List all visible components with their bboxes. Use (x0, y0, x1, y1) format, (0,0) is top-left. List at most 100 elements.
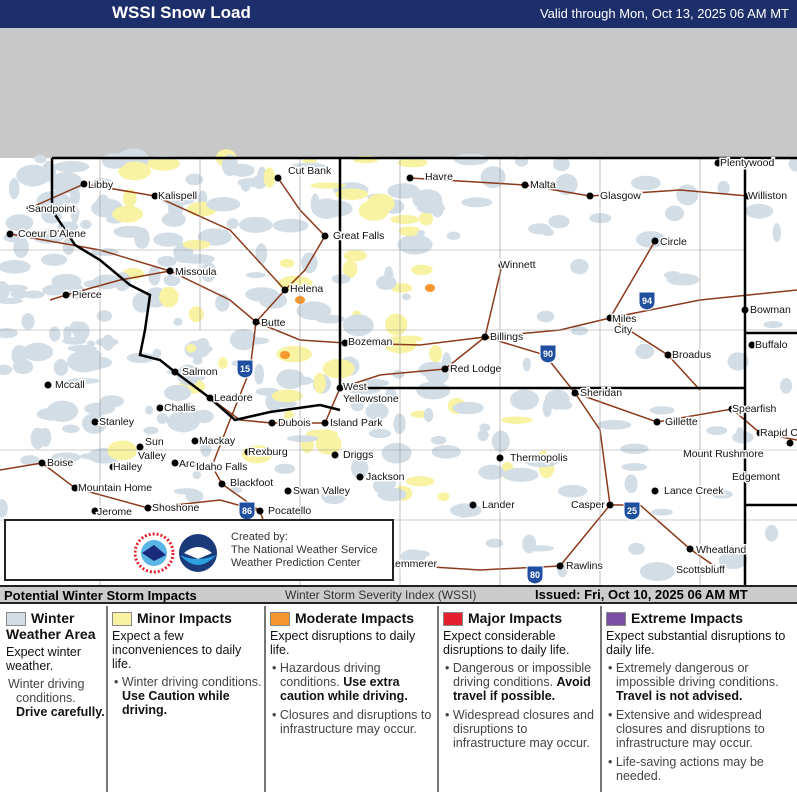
city-stanley: Stanley (91, 415, 136, 430)
minor-impact-area (385, 313, 408, 336)
city-dot (156, 404, 164, 412)
city-billings: Billings (481, 330, 525, 345)
winter-weather-area (351, 457, 369, 479)
minor-impact-area (185, 343, 197, 353)
city-sun: Sun (136, 435, 165, 451)
city-dot (356, 473, 364, 481)
winter-weather-area (377, 487, 407, 502)
winter-weather-area (453, 153, 489, 166)
winter-weather-area (350, 400, 364, 412)
winter-weather-area (86, 340, 96, 348)
winter-weather-area (145, 405, 154, 415)
city-label: Pierce (72, 289, 102, 301)
minor-impact-area (343, 250, 367, 262)
city-helena: Helena (281, 282, 325, 297)
minor-impact-area (310, 182, 346, 189)
winter-weather-area (153, 232, 184, 247)
winter-weather-area (477, 429, 489, 442)
winter-weather-area (192, 470, 202, 480)
winter-weather-area (0, 297, 24, 305)
legend-minor-impacts: Minor Impacts Expect a few inconveniences… (106, 606, 264, 792)
winter-weather-area (621, 463, 648, 471)
city-plentywood: Plentywood (714, 156, 776, 171)
interstate-shields: 94 90 15 86 25 80 (236, 291, 656, 585)
city-dot (252, 318, 260, 326)
city-label: Buffalo (755, 339, 788, 351)
winter-weather-area (446, 231, 461, 240)
svg-text:94: 94 (642, 296, 652, 306)
city-label: Cut Bank (288, 165, 332, 177)
winter-weather-area (42, 284, 65, 296)
minor-impact-area (279, 258, 295, 268)
winter-weather-area (237, 177, 265, 188)
city-libby: Libby (80, 178, 115, 193)
interstate-86-shield: 86 (238, 501, 256, 521)
winter-weather-area (548, 215, 570, 229)
city-label: Spearfish (732, 403, 777, 415)
city-dot (586, 192, 594, 200)
minor-impact-area (419, 211, 434, 226)
index-name: Winter Storm Severity Index (WSSI) (285, 588, 477, 602)
city-label: Plentywood (720, 157, 774, 169)
interstate-90-shield: 90 (539, 344, 557, 364)
legend-description: Expect a few inconveniences to daily lif… (112, 629, 242, 672)
city-mccall: Mccall (44, 378, 86, 393)
city-label: Missoula (175, 266, 217, 278)
winter-weather-area (148, 265, 161, 286)
city-dot (741, 306, 749, 314)
minor-impact-area (397, 158, 428, 168)
city-lander: Lander (469, 498, 517, 513)
winter-weather-area (226, 218, 239, 229)
city-dot (606, 314, 614, 322)
winter-weather-area (221, 154, 239, 177)
winter-weather-area (745, 203, 774, 219)
winter-weather-area (38, 427, 52, 447)
city-label: Broadus (672, 349, 711, 361)
winter-weather-area (69, 186, 81, 206)
winter-weather-area (0, 328, 18, 339)
city-label: Bozeman (348, 336, 393, 348)
winter-weather-area (431, 445, 462, 459)
city-jackson: Jackson (356, 470, 406, 485)
city-edgemont: Edgemont (731, 470, 782, 485)
minor-impact-area (313, 372, 326, 394)
minor-impact-area (217, 357, 228, 369)
city-dot (208, 462, 216, 470)
winter-weather-area (96, 194, 110, 213)
city-label: Boise (47, 457, 73, 469)
winter-weather-area (385, 388, 397, 399)
legend-swatch (6, 612, 26, 627)
city-dot (321, 419, 329, 427)
city-arco: Arco (171, 457, 202, 472)
winter-weather-area (596, 419, 632, 430)
winter-weather-area (69, 321, 83, 335)
winter-weather-area (382, 478, 397, 490)
winter-weather-area (173, 488, 199, 495)
minor-impact-area (429, 345, 442, 363)
credit-line: Weather Prediction Center (231, 557, 361, 569)
impact-areas (0, 148, 797, 581)
city-dot (91, 418, 99, 426)
city-leadore: Leadore (206, 391, 254, 406)
city-label: Helena (290, 283, 323, 295)
winter-weather-area (8, 177, 20, 200)
winter-weather-area (23, 290, 45, 299)
city-dot (80, 180, 88, 188)
winter-weather-area (310, 193, 320, 215)
city-valley: Valley (137, 449, 169, 464)
city-label: Shoshone (152, 502, 199, 514)
city-city: City (613, 323, 635, 338)
city-label: Red Lodge (450, 363, 502, 375)
winter-weather-area (80, 452, 107, 460)
winter-weather-area (765, 524, 779, 542)
city-dot (481, 333, 489, 341)
svg-text:86: 86 (242, 506, 252, 516)
city-thermopolis: Thermopolis (496, 451, 569, 466)
city-label: Great Falls (333, 230, 384, 242)
snow-load-map[interactable]: 94 90 15 86 25 80 Cut Bank Havre Malta Glasgow Pl… (0, 28, 797, 585)
winter-weather-area (66, 378, 101, 385)
winter-weather-area (706, 426, 728, 436)
legend-description: Expect winter weather. (6, 645, 82, 674)
city-label: Driggs (343, 449, 373, 461)
city-dot (341, 339, 349, 347)
